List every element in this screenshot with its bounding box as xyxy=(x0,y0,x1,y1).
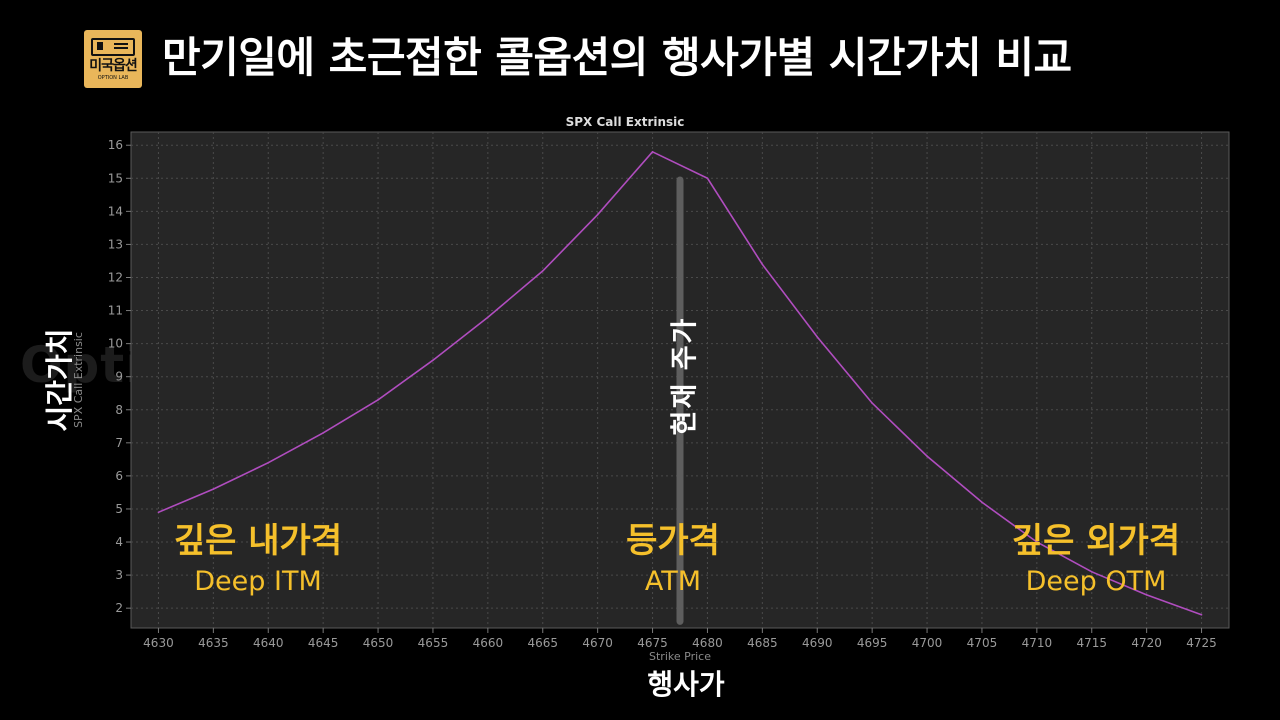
y-tick-label: 10 xyxy=(108,337,123,351)
x-ticks: 4630 4635 4640 4645 4650 4655 4660 4665 4670 4675… xyxy=(143,628,1217,650)
y-tick-label: 7 xyxy=(115,436,123,450)
x-tick-label: 4635 xyxy=(198,636,229,650)
x-tick-label: 4715 xyxy=(1076,636,1107,650)
y-tick-label: 6 xyxy=(115,469,123,483)
data-point xyxy=(651,151,654,153)
series-points xyxy=(157,151,1203,616)
y-tick-label: 16 xyxy=(108,138,123,152)
x-tick-label: 4660 xyxy=(473,636,504,650)
y-tick-label: 5 xyxy=(115,502,123,516)
x-tick-label: 4640 xyxy=(253,636,284,650)
x-tick-label: 4720 xyxy=(1131,636,1162,650)
data-point xyxy=(926,455,928,457)
data-point xyxy=(1036,541,1038,543)
chart-title: SPX Call Extrinsic xyxy=(566,115,685,129)
data-point xyxy=(1090,570,1093,573)
data-point xyxy=(157,511,160,514)
y-tick-label: 12 xyxy=(108,270,123,284)
data-point xyxy=(1145,594,1148,596)
x-tick-label: 4710 xyxy=(1022,636,1053,650)
y-tick-label: 4 xyxy=(115,535,123,549)
x-tick-label: 4695 xyxy=(857,636,888,650)
x-tick-label: 4655 xyxy=(418,636,449,650)
zone-deep-otm-en: Deep OTM xyxy=(1025,566,1167,597)
y-tick-label: 11 xyxy=(108,304,123,318)
data-point xyxy=(981,501,983,504)
x-axis-label: Strike Price xyxy=(649,650,711,663)
zone-deep-itm-en: Deep ITM xyxy=(194,566,322,597)
x-axis-overlay-label: 행사가 xyxy=(647,668,725,701)
series-line xyxy=(158,150,1202,616)
data-point xyxy=(871,402,873,404)
x-tick-label: 4650 xyxy=(363,636,394,650)
x-tick-label: 4630 xyxy=(143,636,174,650)
y-tick-label: 14 xyxy=(108,204,123,218)
data-point xyxy=(267,461,270,464)
zone-atm: 등가격 ATM xyxy=(626,520,720,600)
data-point xyxy=(596,213,599,216)
x-tick-label: 4670 xyxy=(582,636,613,650)
x-tick-label: 4675 xyxy=(637,636,668,650)
x-tick-label: 4705 xyxy=(967,636,998,650)
data-point xyxy=(1200,613,1203,616)
zone-deep-itm: 깊은 내가격 Deep ITM xyxy=(174,520,342,600)
data-point xyxy=(706,177,709,180)
x-tick-label: 4685 xyxy=(747,636,778,650)
x-tick-label: 4700 xyxy=(912,636,943,650)
y-tick-label: 13 xyxy=(108,237,123,251)
y-tick-label: 2 xyxy=(115,601,123,615)
data-point xyxy=(816,336,819,338)
y-tick-label: 15 xyxy=(108,171,123,185)
logo-subtext: OPTION LAB xyxy=(97,74,129,81)
y-axis-label: SPX Call Extrinsic xyxy=(72,332,85,428)
x-tick-label: 4680 xyxy=(692,636,723,650)
y-tick-label: 3 xyxy=(115,568,123,582)
zone-deep-otm-ko: 깊은 외가격 xyxy=(1011,521,1181,561)
logo-text: 미국옵션 xyxy=(89,57,138,74)
y-axis-overlay-label: 시간가치 xyxy=(43,328,76,432)
data-point xyxy=(432,359,434,361)
y-tick-label: 9 xyxy=(115,370,123,384)
zone-deep-itm-ko: 깊은 내가격 xyxy=(173,521,343,561)
grid xyxy=(131,132,1229,628)
brand-logo: 미국옵션 OPTION LAB xyxy=(84,30,142,88)
y-ticks: 2 3 4 5 6 7 8 9 10 11 12 13 14 15 16 xyxy=(108,138,131,615)
x-tick-label: 4690 xyxy=(802,636,833,650)
chart-board-icon xyxy=(91,37,135,56)
y-tick-label: 8 xyxy=(115,403,123,417)
current-price-label: 현재 주가 xyxy=(669,316,701,436)
x-tick-label: 4725 xyxy=(1186,636,1217,650)
data-point xyxy=(322,432,324,434)
header: 미국옵션 OPTION LAB 만기일에 초근접한 콜옵션의 행사가별 시간가치… xyxy=(0,0,1280,120)
data-point xyxy=(487,316,489,318)
data-point xyxy=(541,270,544,272)
zone-deep-otm: 깊은 외가격 Deep OTM xyxy=(1012,520,1180,600)
page-title: 만기일에 초근접한 콜옵션의 행사가별 시간가치 비교 xyxy=(162,33,1072,82)
x-tick-label: 4665 xyxy=(527,636,558,650)
x-tick-label: 4645 xyxy=(308,636,339,650)
zone-atm-en: ATM xyxy=(644,566,702,597)
zone-atm-ko: 등가격 xyxy=(626,521,720,561)
data-point xyxy=(212,488,215,490)
data-point xyxy=(377,399,379,401)
data-point xyxy=(761,263,764,266)
